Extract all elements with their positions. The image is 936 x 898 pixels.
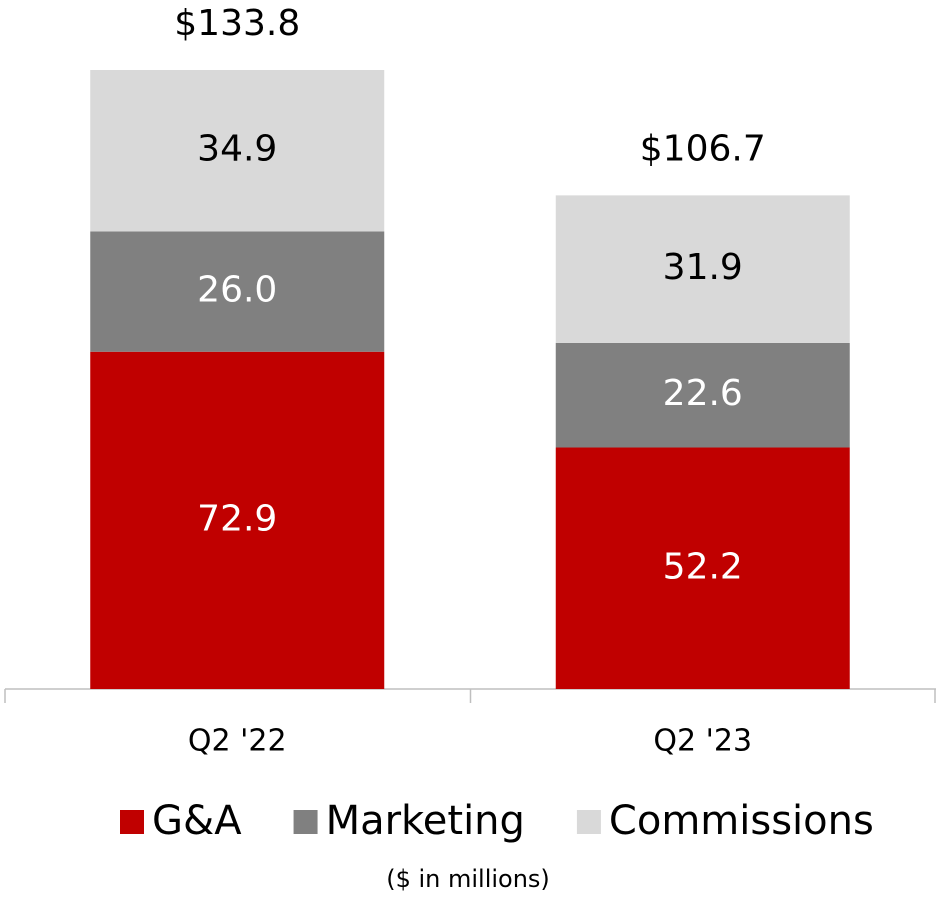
legend-label: G&A [152,798,242,844]
legend-swatch [293,810,318,834]
bar-segment [555,195,850,343]
x-tick-label: Q2 '23 [653,724,752,759]
bar-segment [555,447,850,689]
legend-label: Commissions [609,798,874,844]
value-label: 52.2 [663,546,743,587]
value-label: 22.6 [663,373,743,414]
x-tick-label: Q2 '22 [188,724,287,759]
legend-swatch [120,810,144,834]
value-label: 31.9 [663,247,743,288]
bar-segment [90,351,385,689]
bar-segment [555,342,850,448]
bar-segment [90,231,385,352]
value-label: 34.9 [197,129,277,170]
total-label: $133.8 [174,3,300,44]
value-label: 72.9 [197,498,277,539]
legend-swatch [576,810,601,834]
value-label: 26.0 [197,270,277,311]
legend-label: Marketing [326,798,525,844]
total-label: $106.7 [640,128,766,169]
bar-segment [90,70,385,232]
note: ($ in millions) [386,865,550,893]
